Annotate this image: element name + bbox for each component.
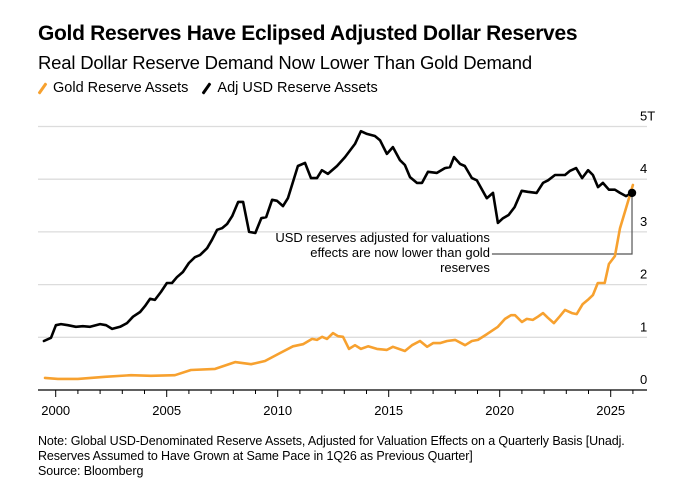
y-tick-label-3: 3: [640, 214, 647, 229]
legend-item-usd: Adj USD Reserve Assets: [201, 80, 378, 96]
x-axis: 2000 2005 2010 2015 2020 2025: [38, 389, 647, 418]
chart-title: Gold Reserves Have Eclipsed Adjusted Dol…: [38, 22, 578, 45]
annotation-text-line: USD reserves adjusted for valuations: [275, 230, 490, 245]
y-tick-label-5: 5T: [640, 109, 655, 124]
x-tick-label-2010: 2010: [263, 403, 292, 418]
y-tick-label-1: 1: [640, 319, 647, 334]
note-line-2: Reserves Assumed to Have Grown at Same P…: [38, 449, 473, 463]
x-tick-label-2000: 2000: [41, 403, 70, 418]
gridlines: [38, 125, 647, 338]
legend-item-gold: Gold Reserve Assets: [37, 80, 189, 96]
annotation: USD reserves adjusted for valuationseffe…: [275, 192, 633, 275]
y-tick-label-4: 4: [640, 161, 647, 176]
y-axis-labels: 0 1 2 3 4 5T: [640, 109, 655, 388]
source-line: Source: Bloomberg: [38, 464, 144, 478]
x-tick-label-2025: 2025: [596, 403, 625, 418]
legend-label-gold: Gold Reserve Assets: [53, 80, 189, 96]
x-tick-label-2015: 2015: [374, 403, 403, 418]
x-tick-label-2005: 2005: [152, 403, 181, 418]
note-line-1: Note: Global USD-Denominated Reserve Ass…: [38, 434, 625, 448]
annotation-leader-line: [491, 192, 633, 255]
y-tick-label-0: 0: [640, 372, 647, 387]
y-tick-label-2: 2: [640, 267, 647, 282]
annotation-text-line: effects are now lower than gold: [310, 245, 490, 260]
chart-footnote: Note: Global USD-Denominated Reserve Ass…: [38, 434, 625, 479]
series-lines: [42, 129, 637, 381]
legend: Gold Reserve Assets Adj USD Reserve Asse…: [37, 80, 392, 96]
x-tick-label-2020: 2020: [485, 403, 514, 418]
adj-usd-reserve-line: [42, 129, 634, 343]
legend-label-usd: Adj USD Reserve Assets: [217, 80, 378, 96]
gold-reserve-line: [43, 183, 635, 381]
usd-end-marker-dot: [627, 188, 637, 198]
chart-subtitle: Real Dollar Reserve Demand Now Lower Tha…: [38, 52, 532, 73]
annotation-text-line: reserves: [440, 260, 490, 275]
